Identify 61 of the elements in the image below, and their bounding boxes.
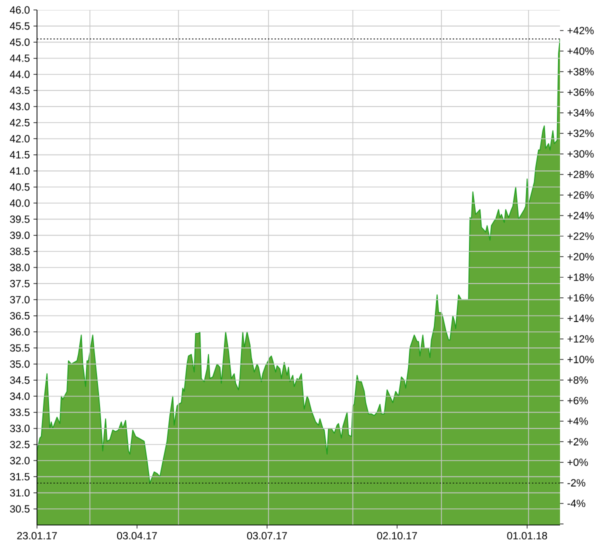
y-tick-label: 40.0: [10, 199, 30, 207]
y-tick-label: 42.5: [10, 118, 30, 126]
y-tick-label: 33.0: [10, 424, 30, 432]
x-tick-label: 02.10.17: [377, 532, 417, 540]
y-tick-label: 37.0: [10, 296, 30, 304]
y2-tick-label: +20%: [568, 252, 594, 260]
y2-tick-label: +22%: [568, 232, 594, 240]
y-tick-label: 35.5: [10, 344, 30, 352]
y-tick-label: 36.5: [10, 312, 30, 320]
y-tick-label: 43.5: [10, 86, 30, 94]
y-tick-label: 41.0: [10, 167, 30, 175]
y2-tick-label: +26%: [568, 191, 594, 199]
y2-tick-label: +32%: [568, 130, 594, 138]
y-tick-label: 38.0: [10, 264, 30, 272]
y-tick-label: 32.5: [10, 440, 30, 448]
y2-tick-label: +2%: [568, 438, 588, 446]
y2-tick-label: +36%: [568, 88, 594, 96]
x-tick-label: 03.07.17: [247, 532, 287, 540]
y2-tick-label: +8%: [568, 376, 588, 384]
y2-tick-label: +40%: [568, 47, 594, 55]
y2-tick-label: +24%: [568, 212, 594, 220]
y2-tick-label: +6%: [568, 396, 588, 404]
y2-tick-label: +30%: [568, 150, 594, 158]
y-tick-label: 45.0: [10, 38, 30, 46]
y-tick-label: 39.5: [10, 216, 30, 223]
y-tick-label: 40.5: [10, 183, 30, 191]
x-tick-label: 03.04.17: [117, 532, 157, 540]
y-tick-label: 32.0: [10, 456, 30, 464]
y-tick-label: 38.5: [10, 248, 30, 256]
y-tick-label: 43.0: [10, 102, 30, 110]
y2-tick-label: +14%: [568, 314, 594, 322]
y-tick-label: 35.0: [10, 360, 30, 368]
y-tick-label: 44.0: [10, 70, 30, 78]
y2-tick-label: +10%: [568, 356, 594, 364]
y2-tick-label: +16%: [568, 294, 594, 302]
y2-tick-label: +0%: [568, 458, 588, 466]
y2-tick-label: +18%: [568, 274, 594, 281]
y2-tick-label: -4%: [568, 500, 586, 508]
y2-tick-label: +38%: [568, 68, 594, 76]
y-tick-label: 36.0: [10, 328, 30, 336]
y2-tick-label: +34%: [568, 109, 594, 116]
y-tick-label: 33.5: [10, 408, 30, 416]
y-tick-label: 45.5: [10, 22, 30, 30]
y-tick-label: 34.5: [10, 376, 30, 384]
y-tick-label: 41.5: [10, 151, 30, 158]
y-tick-label: 31.5: [10, 473, 30, 480]
y-tick-label: 30.5: [10, 505, 30, 513]
y-tick-label: 39.0: [10, 232, 30, 240]
y2-tick-label: +4%: [568, 418, 588, 425]
y2-tick-label: +12%: [568, 335, 594, 343]
y-tick-label: 34.0: [10, 392, 30, 400]
y-tick-label: 37.5: [10, 280, 30, 288]
y2-tick-label: -2%: [568, 479, 586, 487]
x-tick-label: 01.01.18: [507, 532, 548, 540]
y-tick-label: 31.0: [10, 489, 30, 497]
y-tick-label: 42.0: [10, 135, 30, 142]
y2-tick-label: +28%: [568, 170, 594, 178]
x-tick-label: 23.01.17: [17, 532, 57, 540]
y-tick-label: 44.5: [10, 54, 30, 62]
y2-tick-label: +42%: [568, 26, 594, 34]
y-tick-label: 46.0: [10, 6, 30, 14]
